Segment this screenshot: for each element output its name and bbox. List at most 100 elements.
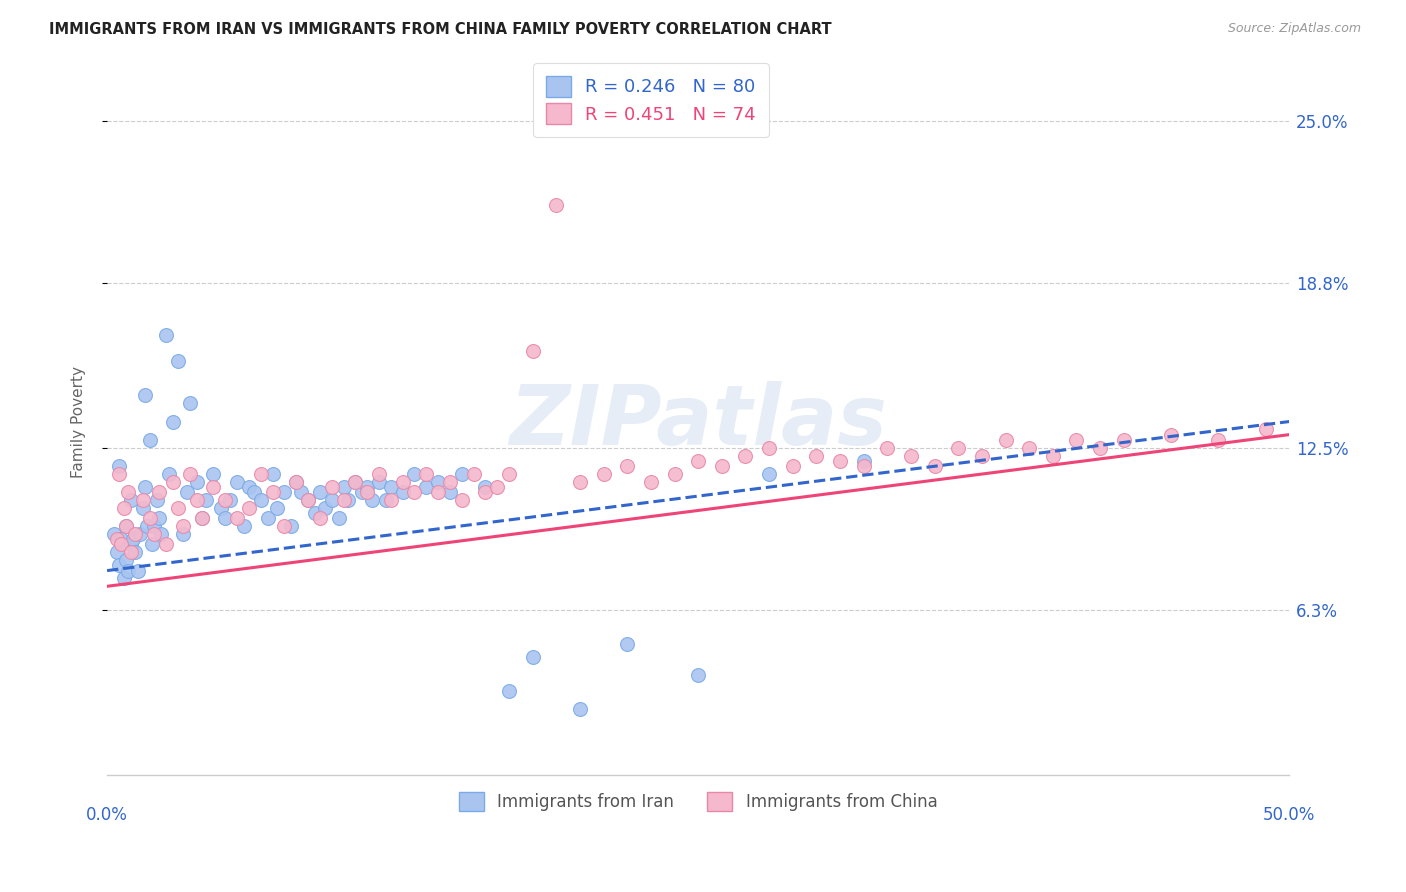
Point bbox=[108, 558, 131, 573]
Point bbox=[568, 475, 591, 489]
Point bbox=[450, 493, 472, 508]
Point bbox=[427, 485, 450, 500]
Point bbox=[155, 328, 177, 343]
Point bbox=[344, 475, 367, 489]
Point bbox=[105, 533, 128, 547]
Point bbox=[167, 354, 190, 368]
Point bbox=[162, 415, 184, 429]
Point bbox=[131, 500, 153, 515]
Point bbox=[141, 537, 163, 551]
Point bbox=[522, 343, 544, 358]
Point bbox=[332, 480, 354, 494]
Point bbox=[115, 519, 138, 533]
Point bbox=[404, 467, 426, 481]
Point bbox=[450, 467, 472, 481]
Point bbox=[120, 493, 142, 508]
Point bbox=[463, 467, 485, 481]
Point bbox=[321, 493, 343, 508]
Point bbox=[1042, 449, 1064, 463]
Point bbox=[190, 511, 212, 525]
Point bbox=[112, 500, 135, 515]
Point bbox=[108, 467, 131, 481]
Point bbox=[145, 493, 167, 508]
Point bbox=[568, 702, 591, 716]
Point bbox=[640, 475, 662, 489]
Text: 0.0%: 0.0% bbox=[86, 806, 128, 824]
Point bbox=[368, 467, 391, 481]
Point bbox=[970, 449, 993, 463]
Point bbox=[202, 480, 225, 494]
Point bbox=[688, 454, 710, 468]
Point bbox=[122, 533, 145, 547]
Point bbox=[1160, 427, 1182, 442]
Point bbox=[344, 475, 367, 489]
Point bbox=[285, 475, 308, 489]
Point bbox=[285, 475, 308, 489]
Point bbox=[439, 475, 461, 489]
Point bbox=[280, 519, 302, 533]
Point bbox=[734, 449, 756, 463]
Point bbox=[266, 500, 288, 515]
Point bbox=[758, 441, 780, 455]
Point bbox=[664, 467, 686, 481]
Point bbox=[498, 684, 520, 698]
Point bbox=[148, 485, 170, 500]
Point bbox=[155, 537, 177, 551]
Point bbox=[115, 519, 138, 533]
Point bbox=[404, 485, 426, 500]
Point bbox=[179, 467, 201, 481]
Point bbox=[131, 493, 153, 508]
Point bbox=[1254, 422, 1277, 436]
Point bbox=[474, 480, 496, 494]
Point bbox=[176, 485, 198, 500]
Point bbox=[415, 467, 437, 481]
Text: ZIPatlas: ZIPatlas bbox=[509, 381, 887, 462]
Point bbox=[179, 396, 201, 410]
Point bbox=[172, 527, 194, 541]
Point bbox=[195, 493, 218, 508]
Point bbox=[226, 475, 249, 489]
Point bbox=[108, 458, 131, 473]
Point bbox=[120, 537, 142, 551]
Point bbox=[273, 519, 295, 533]
Point bbox=[138, 511, 160, 525]
Point bbox=[309, 511, 332, 525]
Point bbox=[352, 485, 374, 500]
Point bbox=[134, 480, 156, 494]
Point bbox=[242, 485, 264, 500]
Point bbox=[143, 527, 166, 541]
Legend: Immigrants from Iran, Immigrants from China: Immigrants from Iran, Immigrants from Ch… bbox=[450, 783, 946, 819]
Point bbox=[214, 493, 236, 508]
Point bbox=[356, 480, 378, 494]
Point bbox=[380, 493, 402, 508]
Point bbox=[304, 506, 326, 520]
Point bbox=[486, 480, 509, 494]
Point bbox=[134, 388, 156, 402]
Point bbox=[167, 500, 190, 515]
Point bbox=[249, 493, 271, 508]
Point bbox=[290, 485, 312, 500]
Point bbox=[1208, 433, 1230, 447]
Point bbox=[238, 480, 260, 494]
Y-axis label: Family Poverty: Family Poverty bbox=[72, 366, 86, 477]
Point bbox=[214, 511, 236, 525]
Point bbox=[136, 519, 159, 533]
Point bbox=[148, 511, 170, 525]
Point bbox=[1088, 441, 1111, 455]
Point bbox=[297, 493, 319, 508]
Point bbox=[1066, 433, 1088, 447]
Point bbox=[380, 480, 402, 494]
Point bbox=[852, 454, 875, 468]
Point bbox=[356, 485, 378, 500]
Point bbox=[900, 449, 922, 463]
Point bbox=[172, 519, 194, 533]
Point bbox=[828, 454, 851, 468]
Point bbox=[105, 545, 128, 559]
Point bbox=[190, 511, 212, 525]
Point bbox=[273, 485, 295, 500]
Point bbox=[710, 458, 733, 473]
Point bbox=[498, 467, 520, 481]
Point bbox=[360, 493, 382, 508]
Point bbox=[110, 537, 132, 551]
Point bbox=[321, 480, 343, 494]
